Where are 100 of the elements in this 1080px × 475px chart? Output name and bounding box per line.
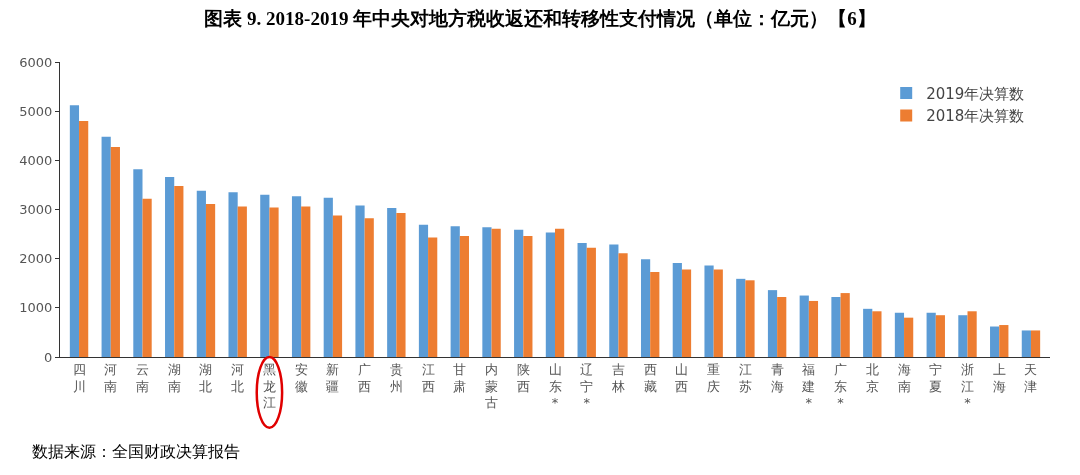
bar <box>269 207 279 357</box>
bar <box>609 244 619 357</box>
bar <box>894 312 905 357</box>
bar <box>396 212 406 357</box>
bar <box>935 315 945 357</box>
bar <box>301 206 311 357</box>
bar <box>260 194 270 357</box>
x-tick-label: 内蒙古 <box>485 361 499 411</box>
bar <box>491 228 501 357</box>
x-tick-label: 吉林 <box>610 361 625 394</box>
bar <box>101 136 111 357</box>
bar <box>355 205 365 357</box>
x-tick-label: 黑龙江 <box>262 361 276 411</box>
y-tick-label: 5000 <box>19 103 53 119</box>
bar <box>926 312 936 357</box>
bar <box>142 198 152 357</box>
y-tick-label: 2000 <box>19 251 53 267</box>
bar <box>999 325 1009 357</box>
bar <box>364 218 374 357</box>
bar <box>323 197 333 357</box>
x-tick-label: 海南 <box>897 361 911 394</box>
bar <box>69 105 80 357</box>
bar <box>640 259 651 357</box>
x-tick-label: 安徽 <box>294 361 308 394</box>
bar <box>872 311 882 357</box>
bar <box>196 190 206 357</box>
x-tick-label: 青海 <box>770 361 784 394</box>
x-tick-label: 河北 <box>231 361 245 394</box>
x-tick-label: 山东* <box>548 361 562 411</box>
x-tick-label: 湖北 <box>199 361 213 394</box>
x-tick-label: 云南 <box>136 361 149 394</box>
legend-label: 2018年决算数 <box>926 107 1025 126</box>
x-tick-label: 江苏 <box>738 361 752 394</box>
bar <box>586 247 596 357</box>
bar <box>863 308 873 357</box>
x-tick-label: 湖南 <box>167 361 181 394</box>
bar <box>958 315 968 357</box>
bar <box>904 317 914 357</box>
bar <box>745 280 755 357</box>
bar <box>237 206 247 357</box>
source-note: 数据来源：全国财政决算报告 <box>32 443 240 460</box>
bar <box>482 227 492 357</box>
bar <box>228 192 238 357</box>
bar <box>808 300 819 357</box>
bar <box>291 196 302 357</box>
bar <box>79 121 89 357</box>
bar <box>736 278 746 357</box>
x-tick-label: 浙江* <box>961 361 974 411</box>
bar <box>650 271 660 357</box>
x-tick-label: 上海 <box>992 361 1006 394</box>
bar <box>767 290 778 357</box>
bar <box>133 169 143 357</box>
x-tick-label: 重庆 <box>707 361 721 394</box>
bar <box>428 237 438 357</box>
bar <box>545 232 555 357</box>
x-tick-label: 辽宁* <box>580 361 594 411</box>
x-tick-label: 广西 <box>358 361 372 394</box>
bar <box>713 269 723 357</box>
x-tick-label: 西藏 <box>643 361 657 394</box>
x-tick-label: 江西 <box>421 361 435 394</box>
bar <box>840 293 850 357</box>
bar <box>332 215 343 357</box>
bar <box>990 326 1000 357</box>
x-tick-label: 陕西 <box>516 361 530 394</box>
bar <box>450 226 460 357</box>
bar <box>110 147 120 357</box>
bar <box>514 229 524 357</box>
x-tick-label: 贵州 <box>389 361 403 394</box>
bar <box>1030 330 1041 357</box>
x-tick-label: 福建* <box>801 361 816 411</box>
x-tick-label: 天津 <box>1024 361 1038 394</box>
bar <box>681 269 692 357</box>
bar <box>205 204 216 357</box>
y-tick-label: 6000 <box>19 54 53 70</box>
bar <box>165 177 175 357</box>
y-tick-label: 0 <box>44 349 53 365</box>
bar <box>967 311 977 357</box>
x-tick-label: 四川 <box>72 361 86 394</box>
bar <box>704 265 714 357</box>
bar <box>418 224 429 357</box>
bar <box>174 185 184 357</box>
y-tick-label: 4000 <box>19 152 53 168</box>
x-tick-label: 甘肃 <box>453 361 467 394</box>
x-tick-label: 广东* <box>834 361 848 411</box>
chart-title: 图表 9. 2018-2019 年中央对地方税收返还和转移性支付情况（单位：亿元）【6】 <box>204 8 876 30</box>
bar <box>523 236 533 357</box>
x-tick-label: 北京 <box>865 361 879 394</box>
x-tick-label: 宁夏 <box>929 361 943 394</box>
x-tick-label: 河南 <box>104 361 118 394</box>
bar <box>618 253 628 357</box>
y-tick-label: 3000 <box>19 202 53 218</box>
x-tick-label: 新疆 <box>326 361 340 394</box>
bar <box>387 208 397 357</box>
legend-label: 2019年决算数 <box>926 84 1025 103</box>
bar <box>831 297 841 357</box>
bar <box>672 263 682 357</box>
bar <box>459 236 470 357</box>
x-tick-label: 山西 <box>675 361 689 394</box>
bar <box>555 228 565 357</box>
y-tick-label: 1000 <box>19 300 53 316</box>
